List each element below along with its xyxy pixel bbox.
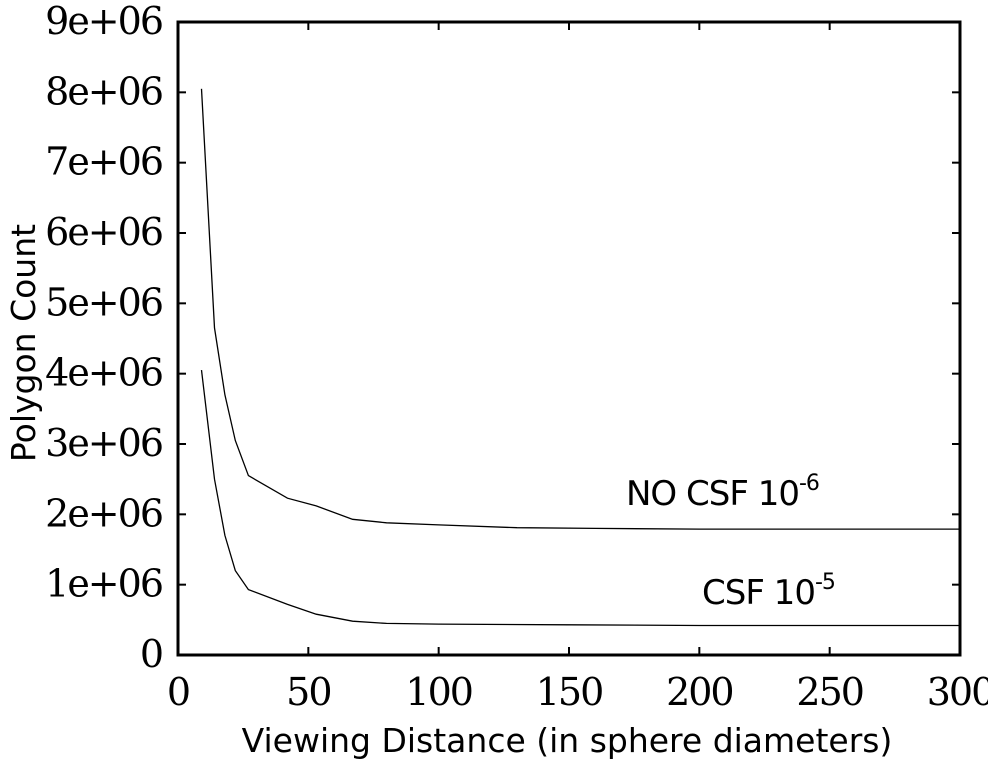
y-tick-label: 6e+06 — [45, 210, 162, 254]
x-tick-label: 300 — [927, 670, 988, 714]
series-lines — [200, 88, 960, 627]
x-axis-ticks: 0 50 100 150 200 250 300 — [167, 22, 988, 714]
series-label-no-csf: NO CSF 10-6 — [626, 471, 819, 514]
x-tick-label: 250 — [796, 670, 863, 714]
x-axis-title: Viewing Distance (in sphere diameters) — [242, 721, 893, 760]
plot-frame — [176, 20, 962, 657]
y-tick-label: 1e+06 — [45, 562, 162, 606]
y-tick-label: 3e+06 — [45, 421, 162, 465]
y-tick-label: 5e+06 — [45, 280, 162, 324]
y-tick-label: 9e+06 — [45, 0, 162, 43]
x-tick-label: 0 — [167, 670, 189, 714]
y-tick-label: 0 — [140, 632, 162, 676]
series-line-csf — [200, 370, 960, 627]
series-line-no-csf — [200, 88, 960, 530]
x-tick-label: 200 — [666, 670, 733, 714]
x-tick-label: 50 — [286, 670, 330, 714]
x-tick-label: 100 — [405, 670, 472, 714]
x-tick-label: 150 — [536, 670, 603, 714]
y-tick-label: 4e+06 — [45, 351, 162, 395]
series-labels: NO CSF 10-6 CSF 10-5 — [626, 471, 836, 613]
y-tick-label: 8e+06 — [45, 69, 162, 113]
series-label-csf: CSF 10-5 — [702, 570, 835, 613]
y-tick-label: 2e+06 — [45, 491, 162, 535]
y-axis-ticks: 0 1e+06 2e+06 3e+06 4e+06 5e+06 6e+06 7e+06 8e+0… — [45, 0, 960, 676]
y-axis-title: Polygon Count — [4, 224, 43, 462]
y-tick-label: 7e+06 — [45, 140, 162, 184]
